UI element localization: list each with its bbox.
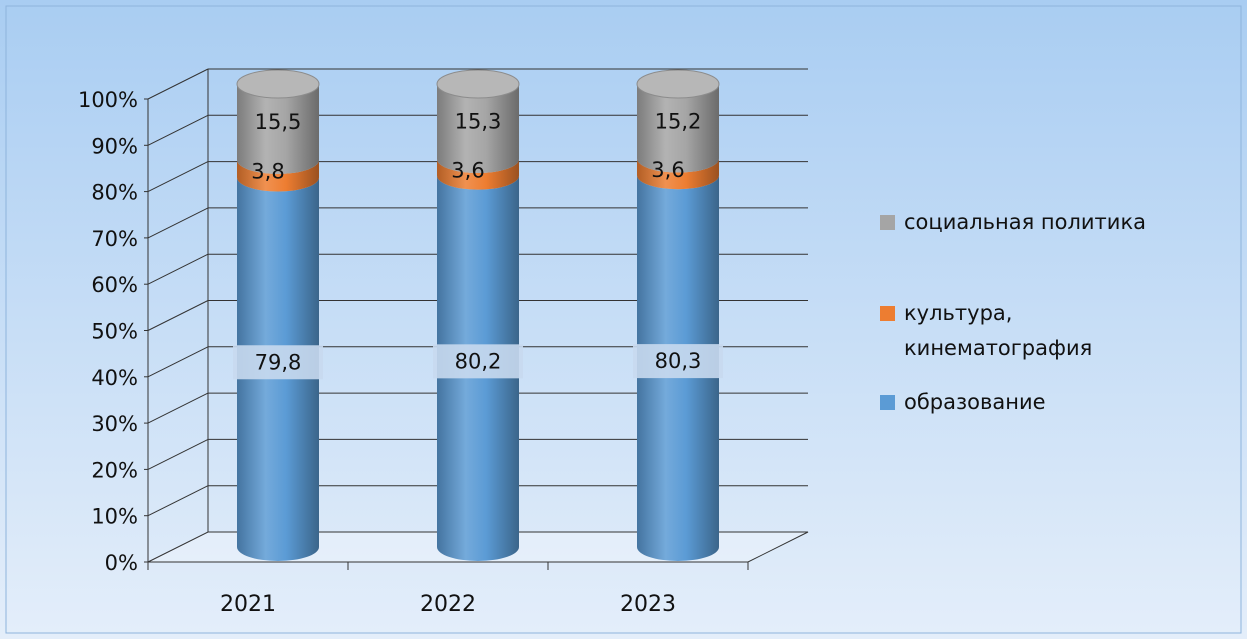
gridline-side xyxy=(147,346,209,378)
gridline-side xyxy=(147,114,209,146)
gridline-side xyxy=(147,438,209,470)
data-label: 15,3 xyxy=(455,110,502,134)
gridline-side xyxy=(147,485,209,517)
data-label-box xyxy=(433,344,523,379)
x-tick-label: 2023 xyxy=(620,592,676,617)
data-label: 80,2 xyxy=(455,349,502,373)
data-label: 79,8 xyxy=(255,350,302,374)
gridline-side xyxy=(147,253,209,285)
data-label: 15,2 xyxy=(655,109,702,133)
bars xyxy=(236,69,720,561)
bar-2021-социальная политика xyxy=(237,84,319,174)
bar-top-cap xyxy=(436,69,520,99)
y-tick-label: 0% xyxy=(105,551,138,575)
gridline-side xyxy=(147,161,209,193)
legend-swatch xyxy=(880,306,895,321)
bar-top-cap xyxy=(636,69,720,99)
bar-2022-культура, кинематография xyxy=(437,159,519,190)
y-tick-label: 70% xyxy=(91,227,138,251)
data-label: 3,8 xyxy=(251,160,284,184)
legend-label: образование xyxy=(904,390,1046,414)
x-tick-label: 2022 xyxy=(420,592,476,617)
bar-top-cap xyxy=(236,69,320,99)
data-labels: 79,8 3,8 15,5 80,2 3,6 15,3 80,3 3,6 15,2 xyxy=(233,109,723,380)
bar-2022-социальная политика xyxy=(437,84,519,174)
y-tick-label: 50% xyxy=(91,320,138,344)
y-tick-label: 90% xyxy=(91,134,138,158)
y-tick-label: 10% xyxy=(91,505,138,529)
data-label: 15,5 xyxy=(255,110,302,134)
data-label: 3,6 xyxy=(651,158,684,182)
bar-stack-2022 xyxy=(436,69,520,561)
y-tick-label: 100% xyxy=(78,88,138,112)
legend-swatch xyxy=(880,395,895,410)
data-label-box xyxy=(633,344,723,379)
legend: социальная политика культура, кинематограф… xyxy=(880,210,1146,414)
gridline-side xyxy=(147,300,209,331)
y-tick-label: 80% xyxy=(91,181,138,205)
bar-stack-2023 xyxy=(636,69,720,561)
legend-label: социальная политика xyxy=(904,210,1146,234)
gridline-side xyxy=(147,68,209,100)
y-tick-label: 30% xyxy=(91,412,138,436)
bar-2021-культура, кинематография xyxy=(237,159,319,192)
y-tick-label: 20% xyxy=(91,458,138,482)
bar-2023-социальная политика xyxy=(637,84,719,173)
bar-stack-2021 xyxy=(236,69,320,561)
data-label: 80,3 xyxy=(655,349,702,373)
chart-border xyxy=(5,5,1242,634)
data-label: 3,6 xyxy=(451,158,484,182)
x-tick-label: 2021 xyxy=(220,592,276,617)
y-tick-label: 60% xyxy=(91,273,138,297)
bar-2023-культура, кинематография xyxy=(637,158,719,190)
legend-item: образование xyxy=(880,390,1046,414)
legend-item: социальная политика xyxy=(880,210,1146,234)
data-label-box xyxy=(233,345,323,380)
axes: 0% 10% 20% 30% 40% 50% 60% 70% 80% 90% 100% 2021 202… xyxy=(78,69,749,617)
gridline-side xyxy=(147,392,209,424)
legend-label: культура, кинематография xyxy=(904,301,1092,360)
gridline-side xyxy=(147,207,209,239)
y-tick-label: 40% xyxy=(91,366,138,390)
legend-item: культура, кинематография xyxy=(880,301,1092,360)
legend-swatch xyxy=(880,215,895,230)
